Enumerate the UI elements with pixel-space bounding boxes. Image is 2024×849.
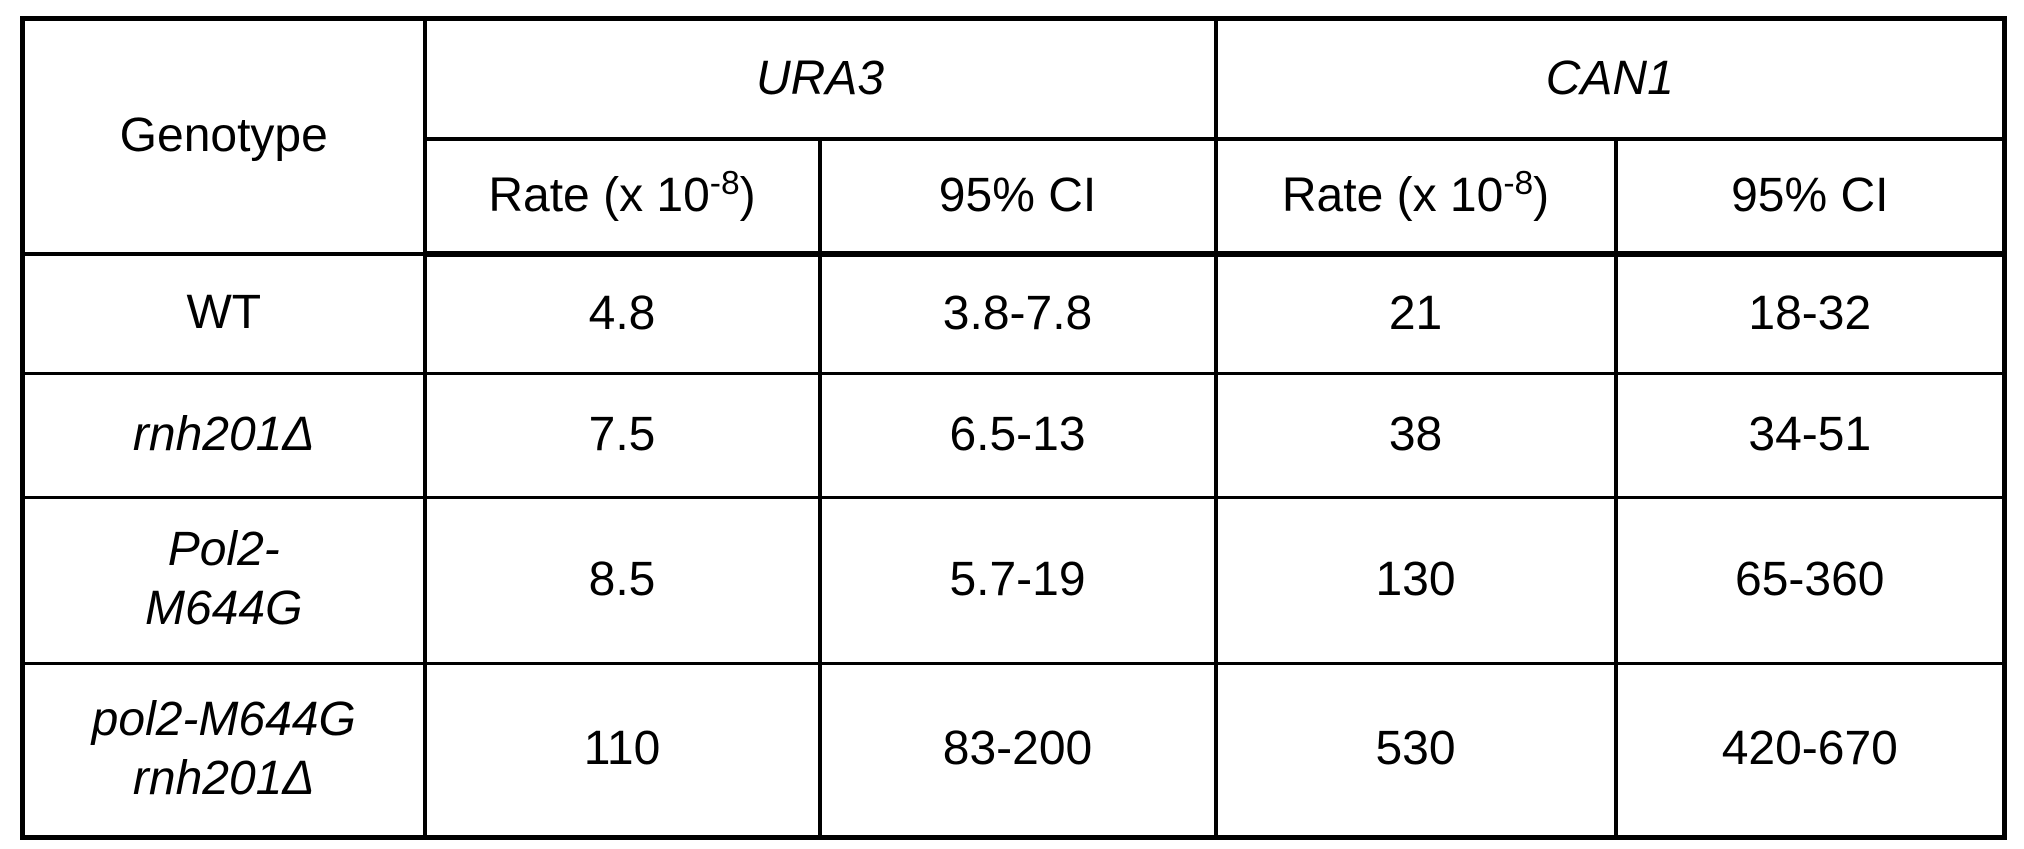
can1-rate-cell: 21	[1213, 252, 1618, 375]
table-row-pol2-m644g: Pol2- M644G 8.5 5.7-19 130 65-360	[20, 495, 2007, 665]
rate-label-close: )	[739, 168, 756, 222]
rate-label-exponent: -8	[709, 164, 740, 202]
can1-rate-cell: 530	[1213, 661, 1618, 839]
ura3-rate-cell: 110	[422, 661, 822, 839]
can1-rate-cell: 38	[1213, 371, 1618, 499]
mutation-rate-table: Genotype URA3 CAN1 Rate (x 10-8) 95% CI …	[20, 16, 2008, 840]
table-row-pol2-m644g-rnh201: pol2-M644G rnh201Δ 110 83-200 530 420-67…	[20, 661, 2007, 839]
can1-ci-cell: 65-360	[1613, 495, 2007, 665]
rate-label-exponent: -8	[1503, 164, 1534, 202]
ura3-ci-cell: 3.8-7.8	[817, 252, 1218, 375]
ura3-rate-cell: 8.5	[422, 495, 822, 665]
genotype-cell: pol2-M644G rnh201Δ	[20, 661, 427, 839]
ura3-ci-cell: 6.5-13	[817, 371, 1218, 499]
can1-ci-cell: 420-670	[1613, 661, 2007, 839]
ura3-ci-cell: 5.7-19	[817, 495, 1218, 665]
ura3-group-header: URA3	[422, 16, 1218, 141]
rate-label-base: Rate (x 10	[488, 168, 710, 222]
can1-ci-header: 95% CI	[1613, 137, 2007, 258]
ura3-rate-cell: 7.5	[422, 371, 822, 499]
genotype-cell: Pol2- M644G	[20, 495, 427, 665]
ura3-ci-cell: 83-200	[817, 661, 1218, 839]
table-row-rnh201: rnh201Δ 7.5 6.5-13 38 34-51	[20, 371, 2007, 499]
genotype-column-header: Genotype	[20, 17, 427, 256]
genotype-cell: rnh201Δ	[20, 371, 427, 499]
rate-label-base: Rate (x 10	[1281, 168, 1504, 222]
ura3-rate-cell: 4.8	[422, 252, 822, 375]
can1-rate-header: Rate (x 10-8)	[1213, 137, 1618, 258]
can1-ci-cell: 34-51	[1613, 371, 2007, 499]
can1-group-header: CAN1	[1213, 16, 2007, 141]
mutation-rate-table-container: Genotype URA3 CAN1 Rate (x 10-8) 95% CI …	[20, 16, 2008, 840]
can1-ci-cell: 18-32	[1613, 252, 2007, 375]
header-row-metrics: Rate (x 10-8) 95% CI Rate (x 10-8) 95% C…	[23, 137, 2007, 258]
table-row-wt: WT 4.8 3.8-7.8 21 18-32	[20, 252, 2007, 375]
header-row-loci: Genotype URA3 CAN1	[20, 16, 2007, 256]
can1-rate-cell: 130	[1213, 495, 1618, 665]
ura3-rate-header: Rate (x 10-8)	[422, 137, 822, 258]
genotype-cell: WT	[20, 252, 427, 375]
rate-label-close: )	[1533, 168, 1550, 222]
ura3-ci-header: 95% CI	[817, 137, 1218, 258]
